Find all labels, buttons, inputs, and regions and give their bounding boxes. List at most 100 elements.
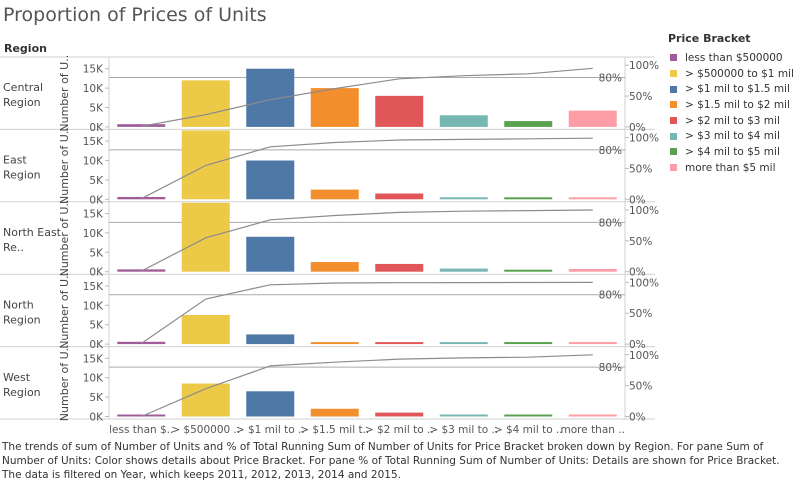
x-tick-label: > $3 mil to .. (429, 424, 498, 436)
legend-swatch (670, 101, 677, 109)
region-label: East Region (3, 154, 41, 182)
legend-item[interactable]: more than $5 mil (668, 160, 800, 176)
legend-item[interactable]: > $1 mil to $1.5 mil (668, 81, 800, 97)
bar (439, 342, 488, 345)
region-label-line: Region (3, 386, 41, 399)
legend-swatch (670, 164, 677, 172)
bar (310, 408, 359, 417)
right-tick-label: 0% (629, 267, 646, 279)
reference-line-label: 80% (599, 145, 622, 157)
region-label-line: North (3, 298, 34, 311)
left-tick-label: 0K (89, 267, 104, 279)
x-tick-label: more than .. (561, 424, 625, 436)
bar (568, 110, 617, 127)
x-tick-label: > $4 mil to .. (494, 424, 563, 436)
right-tick-label: 0% (629, 194, 646, 206)
legend-label: > $3 mil to $4 mil (685, 130, 780, 143)
region-label-line: Region (3, 96, 41, 109)
legend-items: less than $500000 > $500000 to $1 mil > $1… (668, 50, 800, 176)
left-tick-label: 15K (83, 64, 104, 76)
bar (310, 262, 359, 272)
right-tick-label: 0% (629, 122, 646, 134)
bar (181, 80, 230, 127)
left-tick-label: 0K (89, 194, 104, 206)
running-sum-line (141, 137, 593, 200)
running-sum-line (141, 67, 593, 127)
legend-swatch (670, 85, 677, 93)
left-tick-label: 10K (83, 300, 104, 312)
left-axis-label: Number of U.. (58, 344, 71, 421)
legend-label: less than $500000 (685, 51, 783, 64)
right-tick-label: 100% (629, 277, 659, 289)
bar (375, 95, 424, 127)
region-label-line: North East (3, 226, 62, 239)
left-tick-label: 5K (89, 320, 104, 332)
legend-item[interactable]: > $4 mil to $5 mil (668, 144, 800, 160)
legend-item[interactable]: > $3 mil to $4 mil (668, 128, 800, 144)
reference-line-label: 80% (599, 73, 622, 85)
legend-item[interactable]: less than $500000 (668, 50, 800, 66)
bar (246, 334, 295, 345)
x-tick-label: less than $.. (109, 424, 173, 436)
right-tick-label: 100% (629, 350, 659, 362)
left-tick-label: 5K (89, 392, 104, 404)
region-label-line: Central (3, 81, 43, 94)
bar (375, 263, 424, 272)
legend-label: > $1.5 mil to $2 mil (685, 98, 790, 111)
left-axis-label: Number of U.. (58, 272, 71, 349)
left-tick-label: 0K (89, 122, 104, 134)
legend-title: Price Bracket (668, 32, 751, 45)
bar (504, 269, 553, 272)
bar (246, 236, 295, 272)
reference-line-label: 80% (599, 362, 622, 374)
bar (310, 189, 359, 200)
running-sum-line (140, 281, 593, 344)
left-tick-label: 0K (89, 412, 104, 424)
right-tick-label: 50% (629, 163, 652, 175)
legend-swatch (670, 70, 677, 78)
region-label-line: Re.. (3, 241, 24, 254)
x-tick-label: > $500000 .. (171, 424, 240, 436)
bar (439, 414, 488, 417)
bar (568, 197, 617, 200)
left-tick-label: 10K (83, 373, 104, 385)
bar (246, 68, 295, 127)
right-tick-label: 0% (629, 412, 646, 424)
legend-swatch (670, 117, 677, 125)
left-tick-label: 15K (83, 136, 104, 148)
region-label-line: West (3, 371, 31, 384)
x-tick-label: > $2 mil to .. (365, 424, 434, 436)
left-axis-label: Number of U.. (58, 127, 71, 204)
running-sum-line (141, 354, 593, 418)
bar (117, 414, 166, 417)
legend-label: > $500000 to $1 mil (685, 67, 794, 80)
reference-line-label: 80% (599, 290, 622, 302)
legend-item[interactable]: > $500000 to $1 mil (668, 66, 800, 82)
legend-item[interactable]: > $2 mil to $3 mil (668, 113, 800, 129)
left-tick-label: 5K (89, 247, 104, 259)
left-tick-label: 5K (89, 175, 104, 187)
bar (504, 342, 553, 345)
row-header: Region (4, 42, 47, 55)
right-tick-label: 50% (629, 381, 652, 393)
bar (504, 121, 553, 127)
left-tick-label: 15K (83, 209, 104, 221)
bar (181, 315, 230, 345)
bar (375, 342, 424, 345)
legend-label: > $4 mil to $5 mil (685, 145, 780, 158)
bar (117, 124, 166, 127)
bar (568, 342, 617, 345)
left-tick-label: 0K (89, 339, 104, 351)
region-label: North Region (3, 298, 41, 326)
left-tick-label: 10K (83, 228, 104, 240)
left-tick-label: 15K (83, 353, 104, 365)
bar (504, 414, 553, 417)
legend-item[interactable]: > $1.5 mil to $2 mil (668, 97, 800, 113)
region-label-line: Region (3, 169, 41, 182)
bar (246, 160, 295, 200)
right-tick-label: 100% (629, 205, 659, 217)
right-tick-label: 100% (629, 133, 659, 145)
region-label-line: Region (3, 313, 41, 326)
bar (504, 197, 553, 200)
running-sum-line (141, 209, 593, 272)
